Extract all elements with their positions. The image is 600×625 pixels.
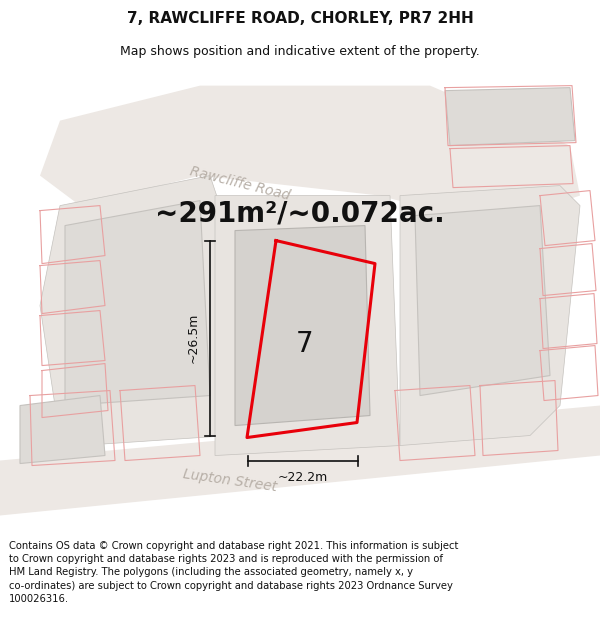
Polygon shape xyxy=(215,196,400,456)
Polygon shape xyxy=(0,406,600,516)
Text: 7: 7 xyxy=(296,329,314,357)
Polygon shape xyxy=(40,176,230,446)
Text: Lupton Street: Lupton Street xyxy=(182,467,278,494)
Text: ~22.2m: ~22.2m xyxy=(278,471,328,484)
Polygon shape xyxy=(65,201,210,406)
Polygon shape xyxy=(445,88,575,146)
Text: Rawcliffe Road: Rawcliffe Road xyxy=(188,164,292,203)
Text: ~291m²/~0.072ac.: ~291m²/~0.072ac. xyxy=(155,199,445,228)
Text: Contains OS data © Crown copyright and database right 2021. This information is : Contains OS data © Crown copyright and d… xyxy=(9,541,458,604)
Polygon shape xyxy=(40,86,580,226)
Text: ~26.5m: ~26.5m xyxy=(187,313,200,363)
Text: 7, RAWCLIFFE ROAD, CHORLEY, PR7 2HH: 7, RAWCLIFFE ROAD, CHORLEY, PR7 2HH xyxy=(127,11,473,26)
Polygon shape xyxy=(400,186,580,446)
Polygon shape xyxy=(20,396,105,464)
Polygon shape xyxy=(235,226,370,426)
Text: Map shows position and indicative extent of the property.: Map shows position and indicative extent… xyxy=(120,45,480,58)
Polygon shape xyxy=(415,206,550,396)
